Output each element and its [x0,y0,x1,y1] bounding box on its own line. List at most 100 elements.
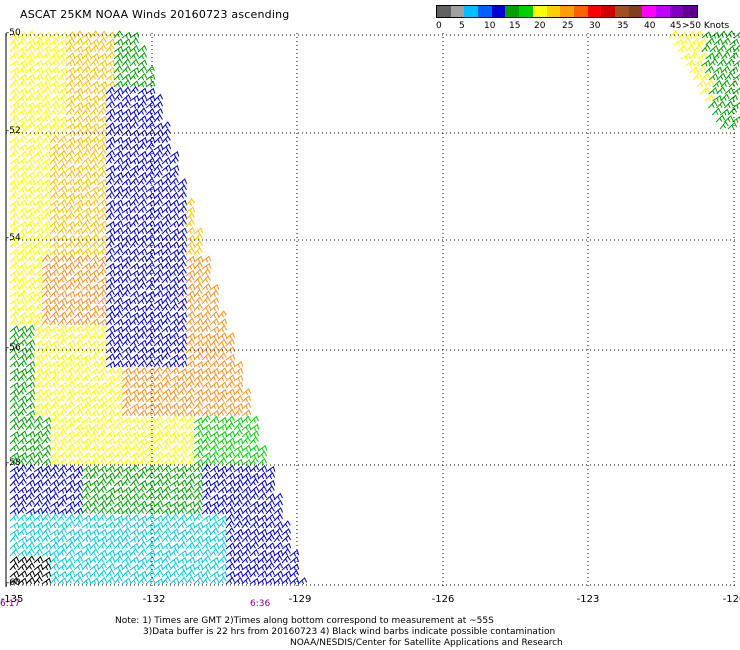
wind-barb [137,150,148,158]
wind-barb [169,457,179,466]
wind-barb [137,122,148,130]
wind-barb [33,205,43,214]
wind-barb [17,128,27,137]
wind-barb [217,486,228,494]
wind-barb [49,388,60,396]
wind-barb [89,275,99,284]
wind-barb [17,65,27,74]
wind-barb [33,521,44,529]
wind-barb [49,562,60,571]
wind-barb [121,269,132,277]
wind-barb [17,521,28,529]
wind-barb [33,409,44,417]
wind-barb [89,283,100,291]
wind-barb [9,261,19,270]
wind-barb [9,178,20,186]
wind-barb [225,506,235,515]
wind-barb [57,170,67,179]
wind-barb [105,247,115,256]
wind-barb [209,500,220,508]
wind-barb [145,303,155,312]
wind-barb [9,408,20,417]
wind-barb [693,30,703,39]
wind-barb [113,549,124,557]
wind-barb [153,163,163,172]
wind-barb [145,513,156,522]
wind-barb [113,283,124,291]
wind-barb [137,359,147,368]
wind-barb [177,402,188,410]
wind-barb [249,478,259,487]
wind-barb [41,471,51,480]
wind-barb [97,247,107,256]
wind-barb [89,486,100,494]
wind-barb [217,360,228,368]
wind-barb [57,317,67,326]
wind-barb [81,171,92,179]
wind-barb [185,310,196,319]
wind-barb [57,107,67,116]
wind-barb [57,115,68,123]
wind-barb [105,221,116,228]
wind-barb [121,31,132,39]
wind-barb [137,72,148,81]
wind-barb [225,493,236,501]
wind-barb [209,304,220,312]
wind-barb [73,373,83,382]
wind-barb [716,100,726,109]
wind-barb [145,254,155,263]
wind-barb [105,289,115,298]
wind-barb [193,430,204,438]
wind-barb [725,58,735,67]
wind-barb [137,506,147,515]
wind-barb [65,37,75,46]
wind-barb [65,555,75,564]
wind-barb [57,387,67,396]
wind-barb [241,451,252,459]
wind-barb [49,268,60,277]
wind-barb [185,507,196,515]
wind-barb [25,185,36,193]
wind-barb [177,443,188,452]
wind-barb [97,240,108,249]
wind-barb [137,325,148,333]
wind-barb [81,79,91,88]
wind-barb [89,163,99,172]
wind-barb [89,269,100,277]
wind-barb [81,115,92,123]
wind-barb [49,73,60,81]
wind-barb [193,401,203,410]
wind-barb [89,261,99,270]
wind-barb [49,500,60,508]
wind-barb [137,137,148,144]
wind-barb [161,437,172,445]
wind-barb [233,387,243,396]
wind-barb [257,577,268,585]
wind-barb [9,66,20,74]
wind-barb [121,486,132,494]
wind-barb [233,403,244,410]
wind-barb [17,213,28,221]
wind-barb [65,436,75,445]
wind-barb [105,296,115,305]
wind-barb [41,297,52,305]
wind-barb [81,212,92,221]
wind-barb [73,520,83,529]
wind-barb [89,423,100,431]
wind-barb [137,262,148,270]
wind-barb [137,534,147,543]
wind-barb [9,269,20,277]
wind-barb [129,542,140,550]
wind-barb [89,100,99,109]
wind-barb [73,185,84,193]
wind-barb [97,415,107,424]
wind-barb [201,317,211,326]
wind-barb [89,38,100,46]
wind-barb [57,156,67,165]
wind-barb [257,492,267,501]
wind-barb [201,576,211,585]
wind-barb [41,163,51,172]
wind-barb [41,493,52,501]
wind-barb [9,367,20,375]
